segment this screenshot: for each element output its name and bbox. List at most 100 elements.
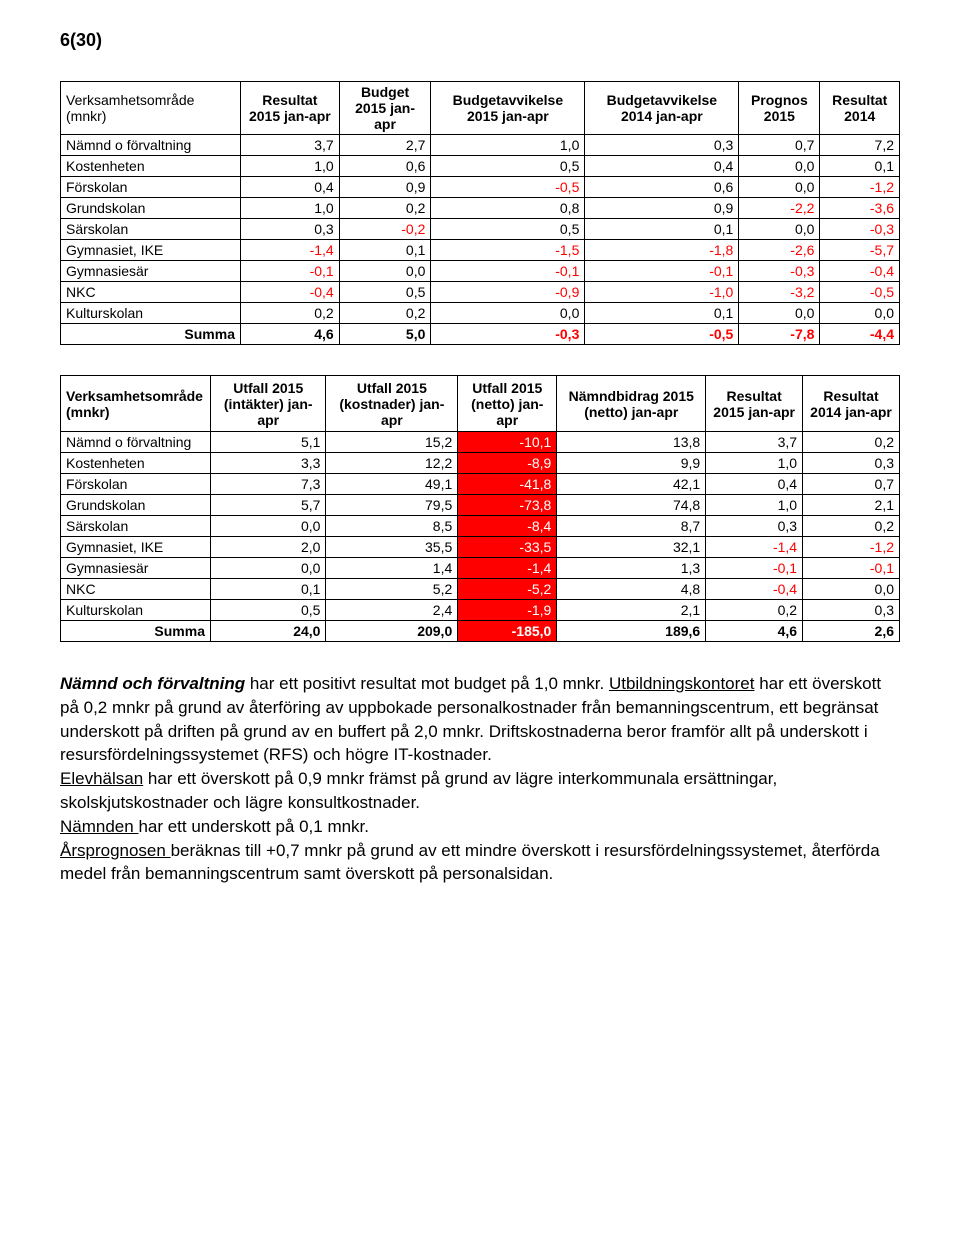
table-row: Gymnasiet, IKE2,035,5-33,532,1-1,4-1,2 <box>61 537 900 558</box>
cell-value: -33,5 <box>458 537 557 558</box>
cell-value: -73,8 <box>458 495 557 516</box>
cell-value: -0,4 <box>706 579 803 600</box>
cell-value: -1,4 <box>458 558 557 579</box>
paragraph-namnd-forvaltning: Nämnd och förvaltning har ett positivt r… <box>60 672 900 767</box>
cell-value: -1,4 <box>241 240 340 261</box>
sum-label: Summa <box>61 324 241 345</box>
sum-value: -185,0 <box>458 621 557 642</box>
row-label: Förskolan <box>61 177 241 198</box>
table-budget-deviation: Verksamhetsområde (mnkr)Resultat 2015 ja… <box>60 81 900 345</box>
heading-namnd-forvaltning: Nämnd och förvaltning <box>60 674 245 693</box>
cell-value: 13,8 <box>557 432 706 453</box>
cell-value: -0,5 <box>431 177 585 198</box>
cell-value: 0,4 <box>241 177 340 198</box>
cell-value: -2,6 <box>739 240 820 261</box>
text: beräknas till +0,7 mnkr på grund av ett … <box>60 841 880 884</box>
table-row: NKC0,15,2-5,24,8-0,40,0 <box>61 579 900 600</box>
sum-value: 4,6 <box>706 621 803 642</box>
cell-value: -0,3 <box>820 219 900 240</box>
cell-value: -0,3 <box>739 261 820 282</box>
sum-value: -7,8 <box>739 324 820 345</box>
cell-value: 5,2 <box>326 579 458 600</box>
table-row: Kostenheten1,00,60,50,40,00,1 <box>61 156 900 177</box>
column-header: Resultat 2014 jan-apr <box>803 376 900 432</box>
cell-value: 0,0 <box>211 558 326 579</box>
table-row: Kulturskolan0,20,20,00,10,00,0 <box>61 303 900 324</box>
table-row: Förskolan7,349,1-41,842,10,40,7 <box>61 474 900 495</box>
cell-value: 0,5 <box>339 282 431 303</box>
table-row: Särskolan0,3-0,20,50,10,0-0,3 <box>61 219 900 240</box>
text: har ett underskott på 0,1 mnkr. <box>138 817 369 836</box>
cell-value: 1,3 <box>557 558 706 579</box>
paragraph-elevhalsan: Elevhälsan har ett överskott på 0,9 mnkr… <box>60 767 900 815</box>
table-row: Kulturskolan0,52,4-1,92,10,20,3 <box>61 600 900 621</box>
cell-value: 7,3 <box>211 474 326 495</box>
cell-value: 0,3 <box>803 453 900 474</box>
cell-value: -0,1 <box>241 261 340 282</box>
cell-value: -0,1 <box>585 261 739 282</box>
cell-value: 8,7 <box>557 516 706 537</box>
sum-value: -4,4 <box>820 324 900 345</box>
cell-value: 0,2 <box>803 432 900 453</box>
cell-value: 2,1 <box>803 495 900 516</box>
cell-value: 0,0 <box>739 156 820 177</box>
row-label: Nämnd o förvaltning <box>61 432 211 453</box>
column-header: Verksamhetsområde (mnkr) <box>61 82 241 135</box>
table-row: Nämnd o förvaltning5,115,2-10,113,83,70,… <box>61 432 900 453</box>
sum-value: 189,6 <box>557 621 706 642</box>
table-sum-row: Summa24,0209,0-185,0189,64,62,6 <box>61 621 900 642</box>
cell-value: 0,1 <box>339 240 431 261</box>
cell-value: 0,0 <box>803 579 900 600</box>
column-header: Resultat 2015 jan-apr <box>706 376 803 432</box>
cell-value: 0,2 <box>339 198 431 219</box>
row-label: Särskolan <box>61 516 211 537</box>
cell-value: 1,0 <box>706 453 803 474</box>
column-header: Resultat 2014 <box>820 82 900 135</box>
cell-value: 0,7 <box>803 474 900 495</box>
link-arsprognosen: Årsprognosen <box>60 841 171 860</box>
cell-value: 0,0 <box>739 219 820 240</box>
row-label: Gymnasiesär <box>61 558 211 579</box>
column-header: Utfall 2015 (netto) jan-apr <box>458 376 557 432</box>
cell-value: 0,6 <box>585 177 739 198</box>
sum-value: 2,6 <box>803 621 900 642</box>
sum-value: 5,0 <box>339 324 431 345</box>
table-row: Särskolan0,08,5-8,48,70,30,2 <box>61 516 900 537</box>
cell-value: 15,2 <box>326 432 458 453</box>
cell-value: 2,7 <box>339 135 431 156</box>
cell-value: 0,0 <box>211 516 326 537</box>
cell-value: -5,7 <box>820 240 900 261</box>
cell-value: 49,1 <box>326 474 458 495</box>
column-header: Budget 2015 jan-apr <box>339 82 431 135</box>
row-label: Kulturskolan <box>61 303 241 324</box>
cell-value: -10,1 <box>458 432 557 453</box>
cell-value: 0,3 <box>706 516 803 537</box>
cell-value: -8,4 <box>458 516 557 537</box>
table-sum-row: Summa4,65,0-0,3-0,5-7,8-4,4 <box>61 324 900 345</box>
cell-value: 0,4 <box>706 474 803 495</box>
cell-value: 0,1 <box>820 156 900 177</box>
text: har ett positivt resultat mot budget på … <box>245 674 609 693</box>
sum-value: 24,0 <box>211 621 326 642</box>
table-row: Gymnasiet, IKE-1,40,1-1,5-1,8-2,6-5,7 <box>61 240 900 261</box>
cell-value: -3,2 <box>739 282 820 303</box>
row-label: Gymnasiet, IKE <box>61 537 211 558</box>
cell-value: 0,9 <box>339 177 431 198</box>
link-elevhalsan: Elevhälsan <box>60 769 143 788</box>
cell-value: -0,5 <box>820 282 900 303</box>
sum-value: -0,3 <box>431 324 585 345</box>
column-header: Utfall 2015 (kostnader) jan-apr <box>326 376 458 432</box>
cell-value: -1,2 <box>820 177 900 198</box>
table-row: Gymnasiesär0,01,4-1,41,3-0,1-0,1 <box>61 558 900 579</box>
cell-value: 0,2 <box>803 516 900 537</box>
cell-value: 3,3 <box>211 453 326 474</box>
cell-value: 0,0 <box>431 303 585 324</box>
cell-value: 5,7 <box>211 495 326 516</box>
table-row: Förskolan0,40,9-0,50,60,0-1,2 <box>61 177 900 198</box>
cell-value: 2,4 <box>326 600 458 621</box>
cell-value: 1,4 <box>326 558 458 579</box>
cell-value: 1,0 <box>706 495 803 516</box>
column-header: Budgetavvikelse 2014 jan-apr <box>585 82 739 135</box>
cell-value: -0,4 <box>241 282 340 303</box>
cell-value: 2,0 <box>211 537 326 558</box>
